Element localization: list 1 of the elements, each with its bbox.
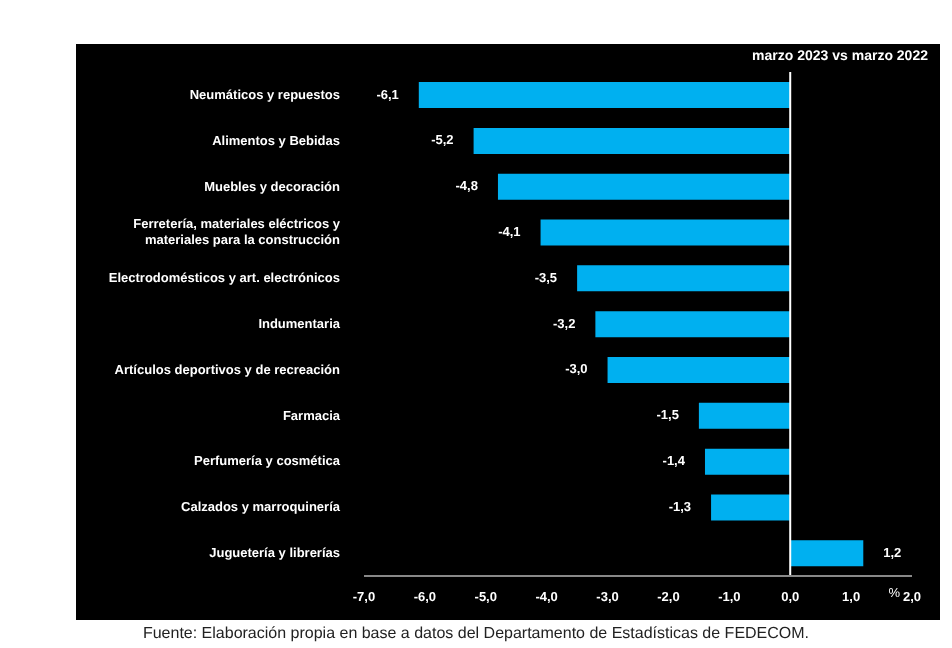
source-note: Fuente: Elaboración propia en base a datos del Departamento de Estadísticas de FEDECOM. (0, 624, 952, 644)
